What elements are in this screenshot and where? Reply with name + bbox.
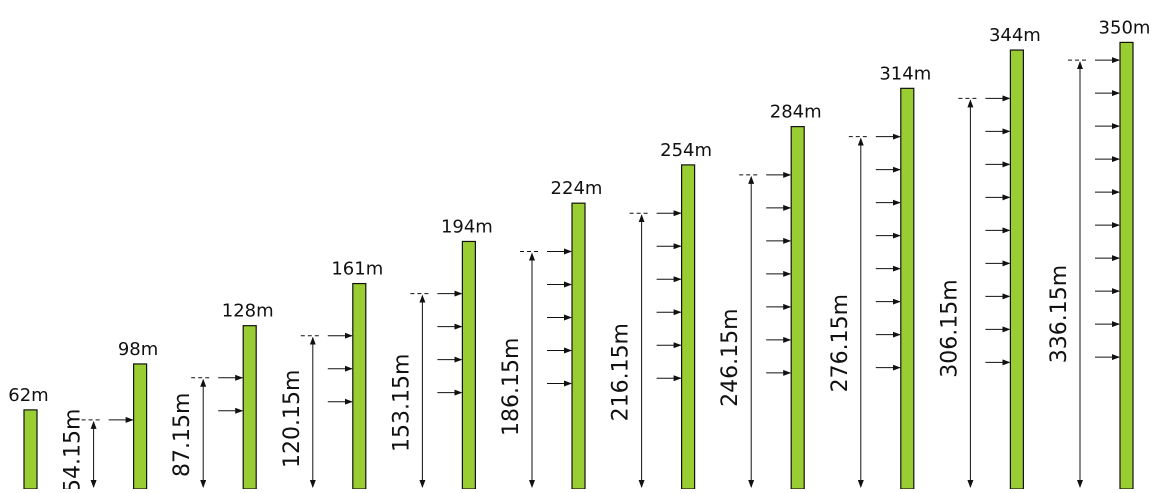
- tower-height-label: 344m: [989, 25, 1041, 46]
- dimension-label: 87.15m: [170, 393, 195, 477]
- tower-bar: [1009, 49, 1025, 490]
- dimension-label: 246.15m: [718, 308, 743, 406]
- tower-bar: [571, 202, 586, 490]
- tower-height-label: 254m: [660, 140, 712, 161]
- tower-bar: [1119, 41, 1134, 490]
- dimension-label: 276.15m: [828, 294, 853, 392]
- tower-height-label: 161m: [331, 259, 383, 280]
- tower-bar: [242, 325, 257, 490]
- tower-group: 224m 186.15m: [499, 178, 603, 490]
- tower-height-label: 128m: [222, 301, 274, 322]
- tower-height-label: 350m: [1099, 17, 1151, 38]
- tower-bar: [23, 409, 38, 490]
- dimension-label: 186.15m: [499, 338, 524, 436]
- tower-group: 98m 54.15m: [61, 339, 159, 493]
- tower-bar: [352, 282, 367, 490]
- dimension-label: 336.15m: [1047, 265, 1072, 363]
- dimension-label: 153.15m: [389, 354, 414, 452]
- towers-layer: 62m 98m 54.15m 128m 87.15m 161m 120.15m 194m 153…: [8, 17, 1151, 493]
- tower-group: 62m: [8, 385, 49, 490]
- dimension-label: 120.15m: [280, 370, 305, 468]
- tower-group: 161m 120.15m: [280, 259, 383, 490]
- tower-group: 350m 336.15m: [1047, 17, 1151, 490]
- tower-group: 128m 87.15m: [170, 301, 274, 490]
- tower-bar: [900, 87, 915, 490]
- tower-height-label: 314m: [879, 63, 931, 84]
- tower-height-label: 194m: [441, 216, 493, 237]
- tower-bar: [680, 164, 696, 490]
- tower-height-label: 284m: [770, 102, 822, 123]
- tower-group: 254m 216.15m: [609, 140, 712, 490]
- tower-bar: [133, 363, 148, 490]
- dimension-label: 216.15m: [609, 323, 634, 421]
- tower-group: 194m 153.15m: [389, 216, 493, 490]
- tower-height-label: 98m: [118, 339, 158, 360]
- tower-height-label: 224m: [551, 178, 603, 199]
- tower-bar: [461, 240, 476, 490]
- tower-group: 344m 306.15m: [937, 25, 1041, 490]
- tower-group: 284m 246.15m: [718, 102, 822, 490]
- tower-height-label: 62m: [8, 385, 48, 406]
- tower-bar: [790, 126, 805, 490]
- dimension-label: 306.15m: [937, 279, 962, 377]
- dimension-label: 54.15m: [61, 409, 86, 489]
- tower-group: 314m 276.15m: [828, 63, 931, 490]
